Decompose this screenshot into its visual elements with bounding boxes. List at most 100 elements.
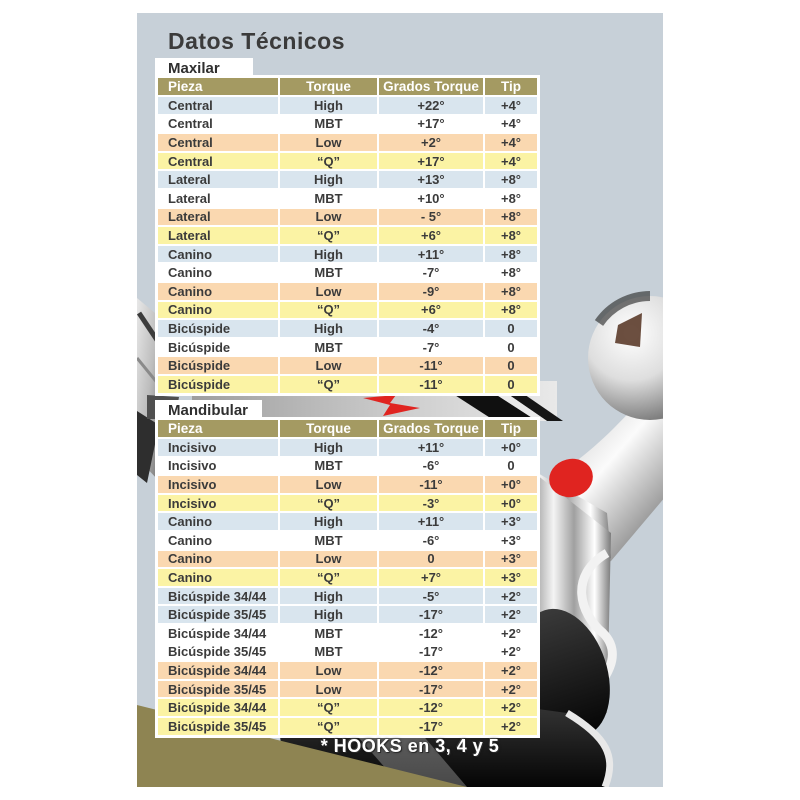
table-cell-pieza: Bicúspide [158,375,278,393]
table-cell-tip: 0 [485,357,537,374]
table-cell-pieza: Bicúspide 35/45 [158,643,278,661]
table-cell-torque: High [280,245,377,263]
table-cell-grados: -12° [379,699,483,716]
column-header-torque: Torque [280,420,377,437]
table-cell-tip: +8° [485,189,537,207]
page-title: Datos Técnicos [168,28,345,54]
table-cell-tip: +8° [485,171,537,188]
table-cell-grados: +10° [379,189,483,207]
tab-mandibular[interactable]: Mandibular [155,400,262,420]
table-cell-pieza: Lateral [158,208,278,226]
red-arrow-icon [363,395,420,416]
table-cell-pieza: Bicúspide 35/45 [158,717,278,735]
table-cell-tip: +3° [485,531,537,549]
table-cell-tip: +8° [485,227,537,244]
table-cell-tip: +8° [485,264,537,281]
table-cell-pieza: Bicúspide [158,338,278,356]
table-cell-tip: +2° [485,606,537,623]
table-cell-grados: -7° [379,264,483,281]
table-cell-grados: -17° [379,643,483,661]
column-header-torque: Torque [280,78,377,95]
table-cell-pieza: Canino [158,264,278,281]
table-cell-tip: +0° [485,494,537,512]
table-cell-grados: -17° [379,606,483,623]
table-cell-torque: “Q” [280,301,377,319]
table-cell-grados: +11° [379,245,483,263]
bracket-dark-cylinder [520,608,610,738]
table-cell-pieza: Lateral [158,189,278,207]
table-mandibular: Pieza Torque Grados Torque Tip Incisivo High +… [155,417,540,738]
hooks-footnote: * HOOKS en 3, 4 y 5 [320,736,500,756]
table-cell-torque: MBT [280,457,377,475]
table-cell-tip: 0 [485,457,537,475]
table-cell-grados: - 5° [379,208,483,226]
table-cell-torque: “Q” [280,569,377,586]
table-cell-grados: -3° [379,494,483,512]
table-cell-torque: Low [280,662,377,679]
table-cell-grados: -11° [379,476,483,493]
table-cell-pieza: Bicúspide 34/44 [158,624,278,642]
table-cell-pieza: Lateral [158,227,278,244]
table-cell-tip: +2° [485,699,537,716]
table-cell-grados: +13° [379,171,483,188]
table-cell-pieza: Bicúspide 35/45 [158,606,278,623]
table-cell-pieza: Canino [158,550,278,568]
table-cell-grados: +2° [379,134,483,151]
table-cell-grados: -4° [379,320,483,337]
table-cell-pieza: Canino [158,301,278,319]
table-cell-torque: MBT [280,624,377,642]
table-cell-tip: +2° [485,662,537,679]
table-cell-tip: +4° [485,134,537,151]
table-cell-tip: 0 [485,375,537,393]
table-cell-tip: +8° [485,245,537,263]
table-cell-grados: +7° [379,569,483,586]
column-header-pieza: Pieza [158,78,278,95]
table-cell-grados: +22° [379,97,483,114]
tab-maxilar[interactable]: Maxilar [155,58,253,78]
table-cell-pieza: Canino [158,531,278,549]
table-cell-torque: Low [280,282,377,300]
table-cell-tip: +3° [485,550,537,568]
table-cell-pieza: Incisivo [158,494,278,512]
table-cell-torque: High [280,320,377,337]
table-maxilar: Pieza Torque Grados Torque Tip Central High +2… [155,75,540,396]
table-cell-pieza: Canino [158,513,278,530]
table-cell-torque: High [280,606,377,623]
table-cell-tip: +8° [485,208,537,226]
table-cell-torque: Low [280,550,377,568]
table-cell-torque: High [280,587,377,605]
table-cell-torque: “Q” [280,717,377,735]
table-cell-torque: High [280,97,377,114]
table-cell-torque: MBT [280,531,377,549]
column-header-tip: Tip [485,420,537,437]
table-cell-tip: +0° [485,476,537,493]
table-cell-tip: +2° [485,587,537,605]
table-cell-torque: MBT [280,189,377,207]
table-cell-pieza: Central [158,152,278,170]
table-cell-grados: +17° [379,115,483,133]
table-cell-grados: -6° [379,457,483,475]
column-header-grados-torque: Grados Torque [379,78,483,95]
table-cell-pieza: Bicúspide [158,357,278,374]
bracket-ball [588,296,663,420]
table-cell-torque: “Q” [280,152,377,170]
table-cell-grados: -11° [379,357,483,374]
table-cell-tip: +4° [485,115,537,133]
table-cell-tip: +4° [485,152,537,170]
table-cell-pieza: Canino [158,245,278,263]
table-cell-pieza: Bicúspide 34/44 [158,699,278,716]
table-cell-grados: -12° [379,624,483,642]
table-cell-torque: MBT [280,115,377,133]
table-cell-tip: +8° [485,282,537,300]
table-cell-grados: +6° [379,227,483,244]
bracket-hook-tip [615,313,642,347]
table-cell-pieza: Incisivo [158,457,278,475]
table-cell-torque: Low [280,680,377,698]
table-cell-grados: -17° [379,680,483,698]
table-cell-grados: -11° [379,375,483,393]
table-cell-grados: +11° [379,439,483,456]
column-header-grados-torque: Grados Torque [379,420,483,437]
table-cell-tip: +0° [485,439,537,456]
table-cell-torque: Low [280,134,377,151]
